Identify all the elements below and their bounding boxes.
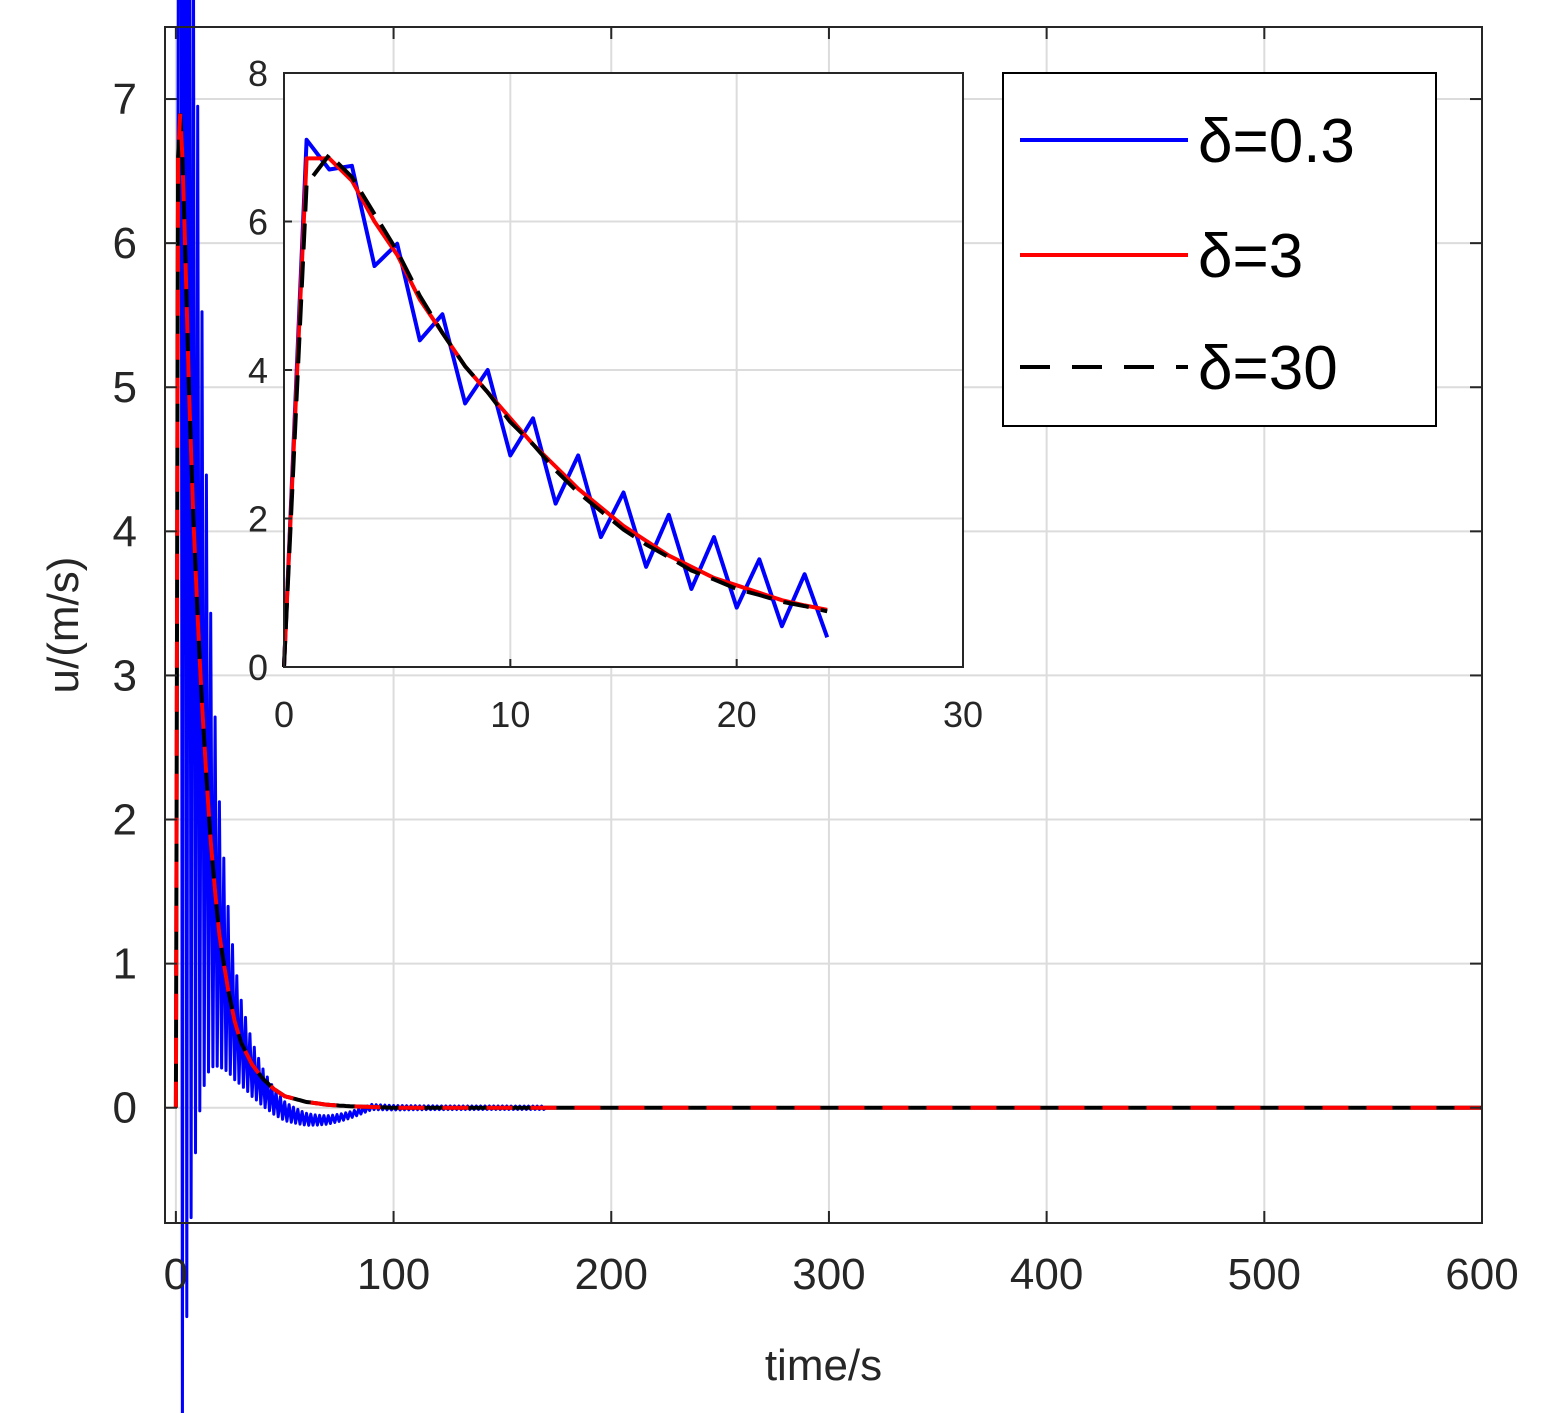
y-axis-label: u/(m/s) — [39, 557, 88, 694]
main-series-delta-30 — [173, 113, 1482, 1110]
main-x-tick-label: 400 — [1010, 1250, 1083, 1299]
inset-x-tick-label: 10 — [490, 694, 530, 735]
inset-series-delta-0.3 — [282, 137, 830, 668]
inset-y-tick-label: 0 — [248, 647, 268, 688]
inset-plot-series — [282, 137, 830, 668]
main-y-tick-label: 1 — [113, 940, 137, 989]
inset-x-tick-label: 20 — [717, 694, 757, 735]
main-y-tick-label: 3 — [113, 651, 137, 700]
main-x-tick-label: 0 — [164, 1250, 188, 1299]
main-y-tick-label: 5 — [113, 363, 137, 412]
main-x-tick-label: 300 — [792, 1250, 865, 1299]
inset-y-tick-label: 6 — [248, 202, 268, 243]
main-axes-frame — [164, 26, 1483, 1224]
main-x-tick-label: 500 — [1228, 1250, 1301, 1299]
legend-label-delta-0.3: δ=0.3 — [1198, 107, 1355, 176]
legend: δ=0.3 δ=3 δ=30 — [1002, 72, 1437, 427]
legend-label-delta-3: δ=3 — [1198, 222, 1303, 291]
inset-y-tick-label: 2 — [248, 499, 268, 540]
main-x-tick-label: 200 — [575, 1250, 648, 1299]
inset-y-tick-label: 4 — [248, 350, 268, 391]
main-y-tick-label: 4 — [113, 507, 137, 556]
main-plot-series — [173, 0, 1482, 1413]
inset-series-delta-3 — [282, 156, 828, 668]
inset-ticks: 0 10 20 30 0 2 4 6 8 — [248, 53, 983, 735]
inset-series-delta-30 — [282, 152, 828, 668]
inset-y-tick-label: 8 — [248, 53, 268, 94]
main-x-tick-label: 600 — [1445, 1250, 1518, 1299]
x-axis-label: time/s — [765, 1341, 882, 1390]
inset-x-tick-label: 30 — [943, 694, 983, 735]
inset-x-tick-label: 0 — [274, 694, 294, 735]
legend-label-delta-30: δ=30 — [1198, 334, 1338, 403]
main-x-tick-label: 100 — [357, 1250, 430, 1299]
main-y-tick-label: 7 — [113, 75, 137, 124]
main-y-tick-label: 6 — [113, 219, 137, 268]
main-y-tick-label: 2 — [113, 796, 137, 845]
main-y-tick-label: 0 — [113, 1084, 137, 1133]
